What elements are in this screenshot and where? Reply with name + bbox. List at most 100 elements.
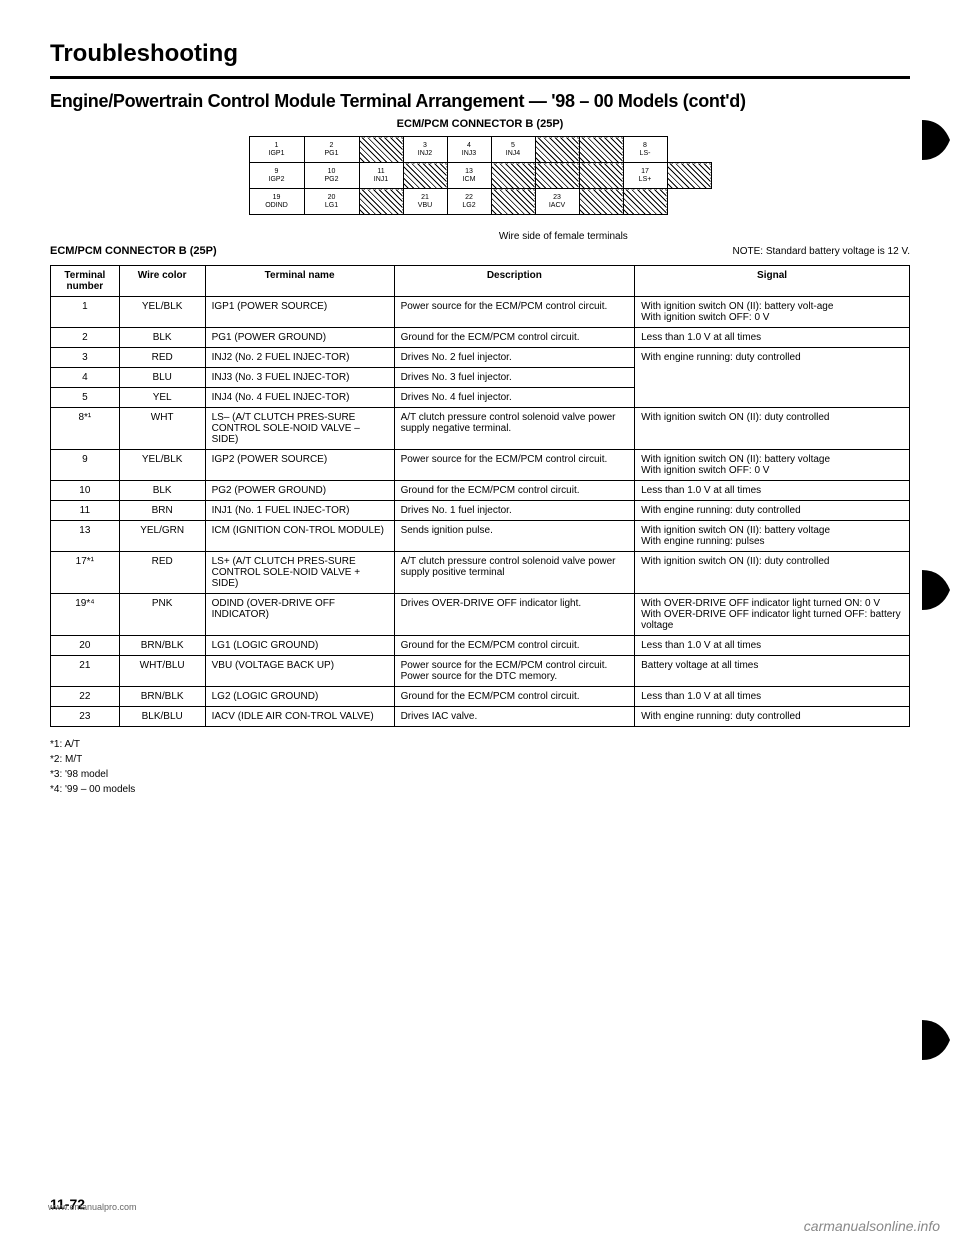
- table-cell: Power source for the ECM/PCM control cir…: [394, 297, 635, 328]
- title-rule: [50, 76, 910, 79]
- table-row: 21WHT/BLUVBU (VOLTAGE BACK UP)Power sour…: [51, 656, 910, 687]
- table-cell: INJ4 (No. 4 FUEL INJEC-TOR): [205, 388, 394, 408]
- connector-diagram-label: ECM/PCM CONNECTOR B (25P): [50, 118, 910, 130]
- connector-label: ECM/PCM CONNECTOR B (25P): [50, 245, 217, 257]
- table-cell: 22: [51, 687, 120, 707]
- subtitle: Engine/Powertrain Control Module Termina…: [50, 91, 910, 112]
- table-cell: 11: [51, 501, 120, 521]
- table-cell: BRN/BLK: [119, 687, 205, 707]
- table-cell: PNK: [119, 594, 205, 636]
- table-cell: BLK: [119, 328, 205, 348]
- table-cell: With ignition switch ON (II): duty contr…: [635, 552, 910, 594]
- table-cell: With engine running: duty controlled: [635, 707, 910, 727]
- table-cell: YEL/BLK: [119, 297, 205, 328]
- table-cell: RED: [119, 348, 205, 368]
- table-row: 23BLK/BLUIACV (IDLE AIR CON-TROL VALVE)D…: [51, 707, 910, 727]
- table-cell: BLU: [119, 368, 205, 388]
- connector-pin: [623, 189, 667, 215]
- table-cell: INJ1 (No. 1 FUEL INJEC-TOR): [205, 501, 394, 521]
- table-cell: With ignition switch ON (II): battery vo…: [635, 521, 910, 552]
- connector-pin: [535, 163, 579, 189]
- table-cell: Battery voltage at all times: [635, 656, 910, 687]
- table-row: 22BRN/BLKLG2 (LOGIC GROUND)Ground for th…: [51, 687, 910, 707]
- table-cell: Drives No. 1 fuel injector.: [394, 501, 635, 521]
- table-cell: VBU (VOLTAGE BACK UP): [205, 656, 394, 687]
- connector-pin: [491, 189, 535, 215]
- connector-pin: 23IACV: [535, 189, 579, 215]
- table-cell: PG2 (POWER GROUND): [205, 481, 394, 501]
- table-cell: Drives No. 3 fuel injector.: [394, 368, 635, 388]
- table-cell: 17*¹: [51, 552, 120, 594]
- connector-pin: 21VBU: [403, 189, 447, 215]
- connector-pin: [359, 137, 403, 163]
- table-cell: RED: [119, 552, 205, 594]
- connector-pin: 22LG2: [447, 189, 491, 215]
- table-cell: Less than 1.0 V at all times: [635, 636, 910, 656]
- table-cell: 21: [51, 656, 120, 687]
- footnote: *3: '98 model: [50, 767, 910, 782]
- table-cell: YEL/GRN: [119, 521, 205, 552]
- table-cell: With engine running: duty controlled: [635, 348, 910, 408]
- table-cell: 20: [51, 636, 120, 656]
- table-cell: 1: [51, 297, 120, 328]
- table-cell: PG1 (POWER GROUND): [205, 328, 394, 348]
- table-row: 13YEL/GRNICM (IGNITION CON-TROL MODULE)S…: [51, 521, 910, 552]
- table-cell: ODIND (OVER-DRIVE OFF INDICATOR): [205, 594, 394, 636]
- table-cell: 8*¹: [51, 408, 120, 450]
- table-cell: Less than 1.0 V at all times: [635, 687, 910, 707]
- table-cell: 13: [51, 521, 120, 552]
- table-cell: A/T clutch pressure control solenoid val…: [394, 408, 635, 450]
- connector-pin: 3INJ2: [403, 137, 447, 163]
- table-cell: YEL/BLK: [119, 450, 205, 481]
- table-cell: IGP1 (POWER SOURCE): [205, 297, 394, 328]
- table-cell: With ignition switch ON (II): battery vo…: [635, 450, 910, 481]
- connector-pin: 5INJ4: [491, 137, 535, 163]
- table-cell: Ground for the ECM/PCM control circuit.: [394, 636, 635, 656]
- table-cell: 2: [51, 328, 120, 348]
- table-cell: Sends ignition pulse.: [394, 521, 635, 552]
- footnotes: *1: A/T*2: M/T*3: '98 model*4: '99 – 00 …: [50, 737, 910, 797]
- standard-voltage-note: NOTE: Standard battery voltage is 12 V.: [217, 246, 910, 257]
- table-cell: With ignition switch ON (II): duty contr…: [635, 408, 910, 450]
- table-cell: 9: [51, 450, 120, 481]
- watermark-left: www.emanualpro.com: [48, 1202, 137, 1212]
- table-cell: WHT: [119, 408, 205, 450]
- table-cell: Drives No. 2 fuel injector.: [394, 348, 635, 368]
- connector-pin: 17LS+: [623, 163, 667, 189]
- connector-pin: 4INJ3: [447, 137, 491, 163]
- table-row: 20BRN/BLKLG1 (LOGIC GROUND)Ground for th…: [51, 636, 910, 656]
- table-row: 1YEL/BLKIGP1 (POWER SOURCE)Power source …: [51, 297, 910, 328]
- table-cell: Ground for the ECM/PCM control circuit.: [394, 328, 635, 348]
- connector-pin: [359, 189, 403, 215]
- connector-pin: 11INJ1: [359, 163, 403, 189]
- table-row: 8*¹WHTLS– (A/T CLUTCH PRES-SURE CONTROL …: [51, 408, 910, 450]
- terminal-table: Terminal numberWire colorTerminal nameDe…: [50, 265, 910, 727]
- table-cell: 4: [51, 368, 120, 388]
- table-cell: Less than 1.0 V at all times: [635, 328, 910, 348]
- connector-diagram: 1IGP12PG13INJ24INJ35INJ48LS-9IGP210PG211…: [200, 136, 760, 215]
- table-cell: 19*⁴: [51, 594, 120, 636]
- table-cell: INJ2 (No. 2 FUEL INJEC-TOR): [205, 348, 394, 368]
- footnote: *1: A/T: [50, 737, 910, 752]
- wire-side-note: Wire side of female terminals: [217, 231, 910, 242]
- table-cell: ICM (IGNITION CON-TROL MODULE): [205, 521, 394, 552]
- table-cell: Less than 1.0 V at all times: [635, 481, 910, 501]
- connector-pin: 8LS-: [623, 137, 667, 163]
- table-header: Terminal number: [51, 266, 120, 297]
- table-cell: WHT/BLU: [119, 656, 205, 687]
- connector-pin: [579, 137, 623, 163]
- table-cell: 23: [51, 707, 120, 727]
- page-title: Troubleshooting: [50, 40, 910, 68]
- connector-pin: [491, 163, 535, 189]
- table-row: 19*⁴PNKODIND (OVER-DRIVE OFF INDICATOR)D…: [51, 594, 910, 636]
- table-cell: With OVER-DRIVE OFF indicator light turn…: [635, 594, 910, 636]
- table-cell: LS– (A/T CLUTCH PRES-SURE CONTROL SOLE-N…: [205, 408, 394, 450]
- connector-pin: 1IGP1: [249, 137, 304, 163]
- table-cell: IGP2 (POWER SOURCE): [205, 450, 394, 481]
- footnote: *4: '99 – 00 models: [50, 782, 910, 797]
- table-cell: A/T clutch pressure control solenoid val…: [394, 552, 635, 594]
- table-cell: LG1 (LOGIC GROUND): [205, 636, 394, 656]
- watermark-right: carmanualsonline.info: [804, 1218, 940, 1234]
- table-cell: LS+ (A/T CLUTCH PRES-SURE CONTROL SOLE-N…: [205, 552, 394, 594]
- table-cell: YEL: [119, 388, 205, 408]
